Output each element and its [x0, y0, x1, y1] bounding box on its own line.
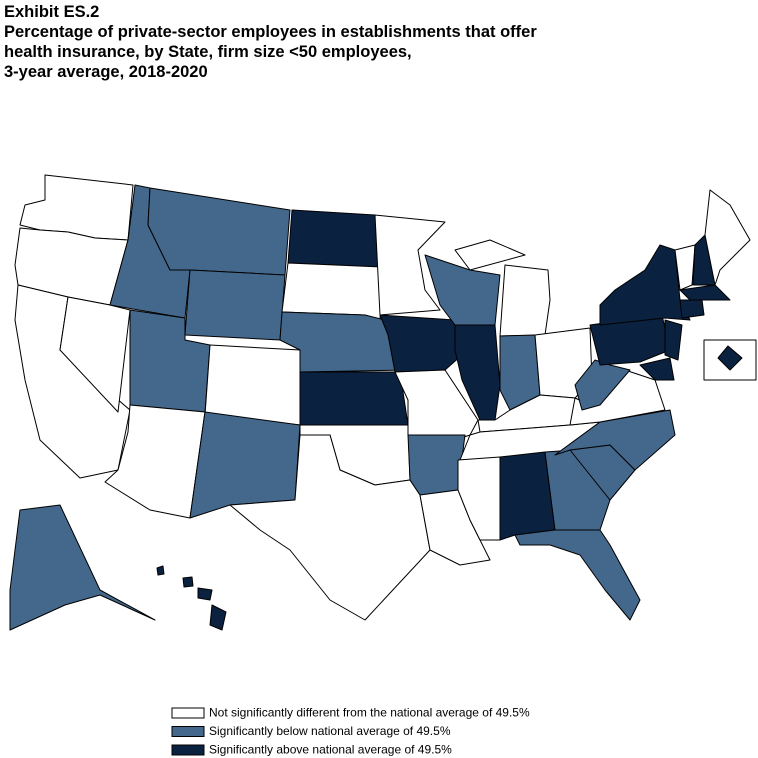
- state: [279, 311, 409, 373]
- states: [9, 174, 757, 631]
- state: [454, 239, 526, 271]
- state: [59, 296, 131, 413]
- exhibit-label: Exhibit ES.2: [4, 3, 100, 21]
- legend-label: Significantly above national average of …: [209, 743, 452, 757]
- legend-label: Not significantly different from the nat…: [209, 706, 530, 720]
- state: [9, 504, 156, 631]
- state: [184, 269, 286, 341]
- title-line: health insurance, by State, firm size <5…: [4, 43, 412, 61]
- state: [182, 576, 194, 588]
- state: [204, 344, 301, 426]
- state: [639, 357, 675, 381]
- state: [147, 187, 291, 276]
- state: [674, 244, 696, 291]
- state: [209, 604, 227, 631]
- state: [156, 565, 165, 576]
- state: [574, 359, 631, 411]
- state: [281, 262, 383, 321]
- state: [287, 209, 383, 268]
- state: [599, 244, 691, 326]
- legend-swatch: [171, 744, 205, 756]
- title-line: Percentage of private-sector employees i…: [4, 23, 537, 41]
- state: [717, 345, 743, 371]
- state: [499, 264, 551, 337]
- state: [679, 299, 705, 319]
- state: [514, 529, 641, 621]
- state: [424, 254, 501, 326]
- state: [679, 284, 731, 301]
- state: [197, 587, 213, 601]
- legend-swatch: [171, 726, 205, 737]
- state: [664, 319, 683, 361]
- legend-swatch: [171, 707, 205, 719]
- state: [299, 371, 409, 426]
- legend: Not significantly different from the nat…: [171, 706, 530, 757]
- title-line: 3-year average, 2018-2020: [4, 63, 208, 81]
- state: [704, 189, 751, 286]
- legend-label: Significantly below national average of …: [209, 724, 451, 738]
- state: [407, 434, 466, 496]
